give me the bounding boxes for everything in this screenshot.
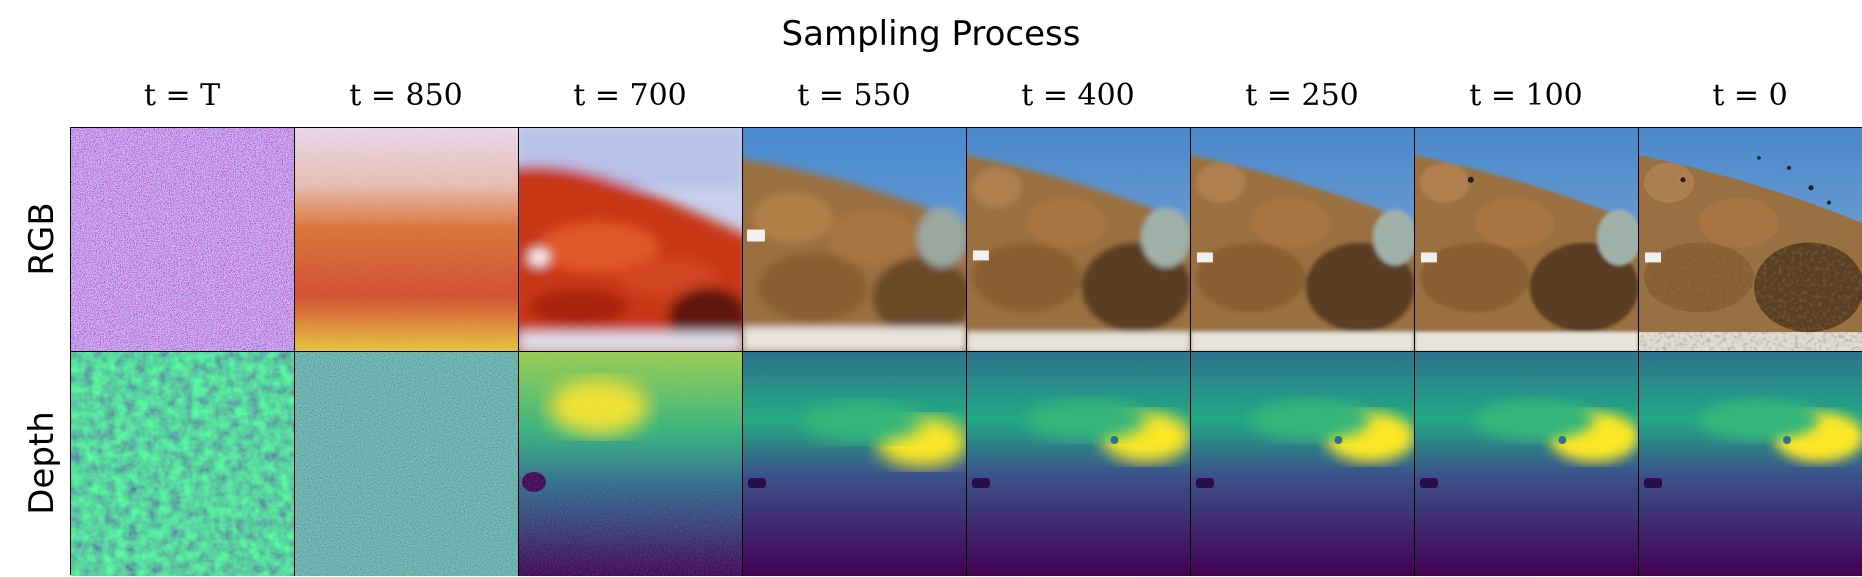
figure-title: Sampling Process: [781, 14, 1081, 54]
depth-image-t-250: [1191, 352, 1415, 576]
sampling-grid: [70, 127, 1862, 576]
column-label-t-T: t = T: [143, 78, 221, 113]
depth-image-t-T: [71, 352, 295, 576]
rgb-image-t-850: [295, 128, 519, 352]
column-label-t-250: t = 250: [1245, 78, 1359, 113]
rgb-image-t-400: [967, 128, 1191, 352]
rgb-image-t-0: [1639, 128, 1862, 352]
rgb-image-t-100: [1415, 128, 1639, 352]
rgb-image-t-550: [743, 128, 967, 352]
depth-image-t-700: [519, 352, 743, 576]
column-label-t-700: t = 700: [573, 78, 687, 113]
column-label-t-850: t = 850: [349, 78, 463, 113]
depth-image-t-550: [743, 352, 967, 576]
column-label-t-0: t = 0: [1712, 78, 1788, 113]
depth-image-t-850: [295, 352, 519, 576]
rgb-image-t-T: [71, 128, 295, 352]
column-label-t-400: t = 400: [1021, 78, 1135, 113]
row-label-rgb: RGB: [22, 202, 62, 276]
depth-image-t-0: [1639, 352, 1862, 576]
rgb-image-t-700: [519, 128, 743, 352]
column-label-t-550: t = 550: [797, 78, 911, 113]
depth-image-t-400: [967, 352, 1191, 576]
depth-image-t-100: [1415, 352, 1639, 576]
row-label-depth: Depth: [22, 411, 62, 515]
column-label-t-100: t = 100: [1469, 78, 1583, 113]
rgb-image-t-250: [1191, 128, 1415, 352]
